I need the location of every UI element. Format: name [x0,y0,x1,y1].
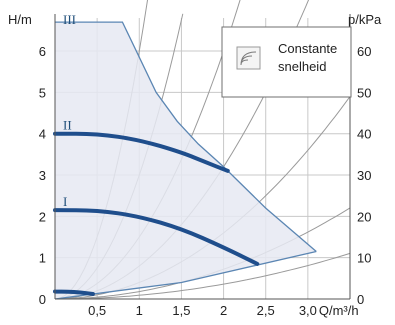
x-axis-title: Q/m³/h [319,303,359,318]
y-tick-label: 4 [39,127,46,142]
y-tick-label: 1 [39,251,46,266]
system-curve [55,252,351,300]
x-tick-label: 1 [136,303,143,318]
x-tick-label: 3,0 [299,303,317,318]
y-right-tick-label: 60 [357,44,371,59]
x-tick-label: 1,5 [172,303,190,318]
curve-label-II: II [63,117,72,132]
y-tick-label: 0 [39,292,46,307]
y-right-tick-label: 20 [357,209,371,224]
curve-I [53,208,260,266]
y-tick-label: 5 [39,85,46,100]
x-tick-label: 0,5 [88,303,106,318]
y-right-tick-label: 30 [357,168,371,183]
constant-speed-icon [236,46,261,70]
curve-II [53,131,230,173]
y-tick-label: 3 [39,168,46,183]
y-right-tick-label: 10 [357,251,371,266]
x-tick-label: 2 [220,303,227,318]
y-tick-label: 2 [39,209,46,224]
curve-label-I: I [63,194,67,209]
legend-text-line: Constante [278,41,337,56]
y-right-tick-label: 40 [357,127,371,142]
lower-boundary-line [54,250,317,300]
curve-min [53,289,95,297]
legend-text-line: snelheid [278,59,326,74]
y-axis-right-title: p/kPa [348,12,382,27]
y-axis-left-title: H/m [8,12,32,27]
y-right-tick-label: 50 [357,85,371,100]
curve-III [55,21,317,252]
x-tick-label: 2,5 [257,303,275,318]
operating-area [55,22,317,299]
curve-label-III: III [63,12,76,27]
y-tick-label: 6 [39,44,46,59]
speed-curves-icon [240,51,257,66]
y-right-tick-label: 0 [357,292,364,307]
